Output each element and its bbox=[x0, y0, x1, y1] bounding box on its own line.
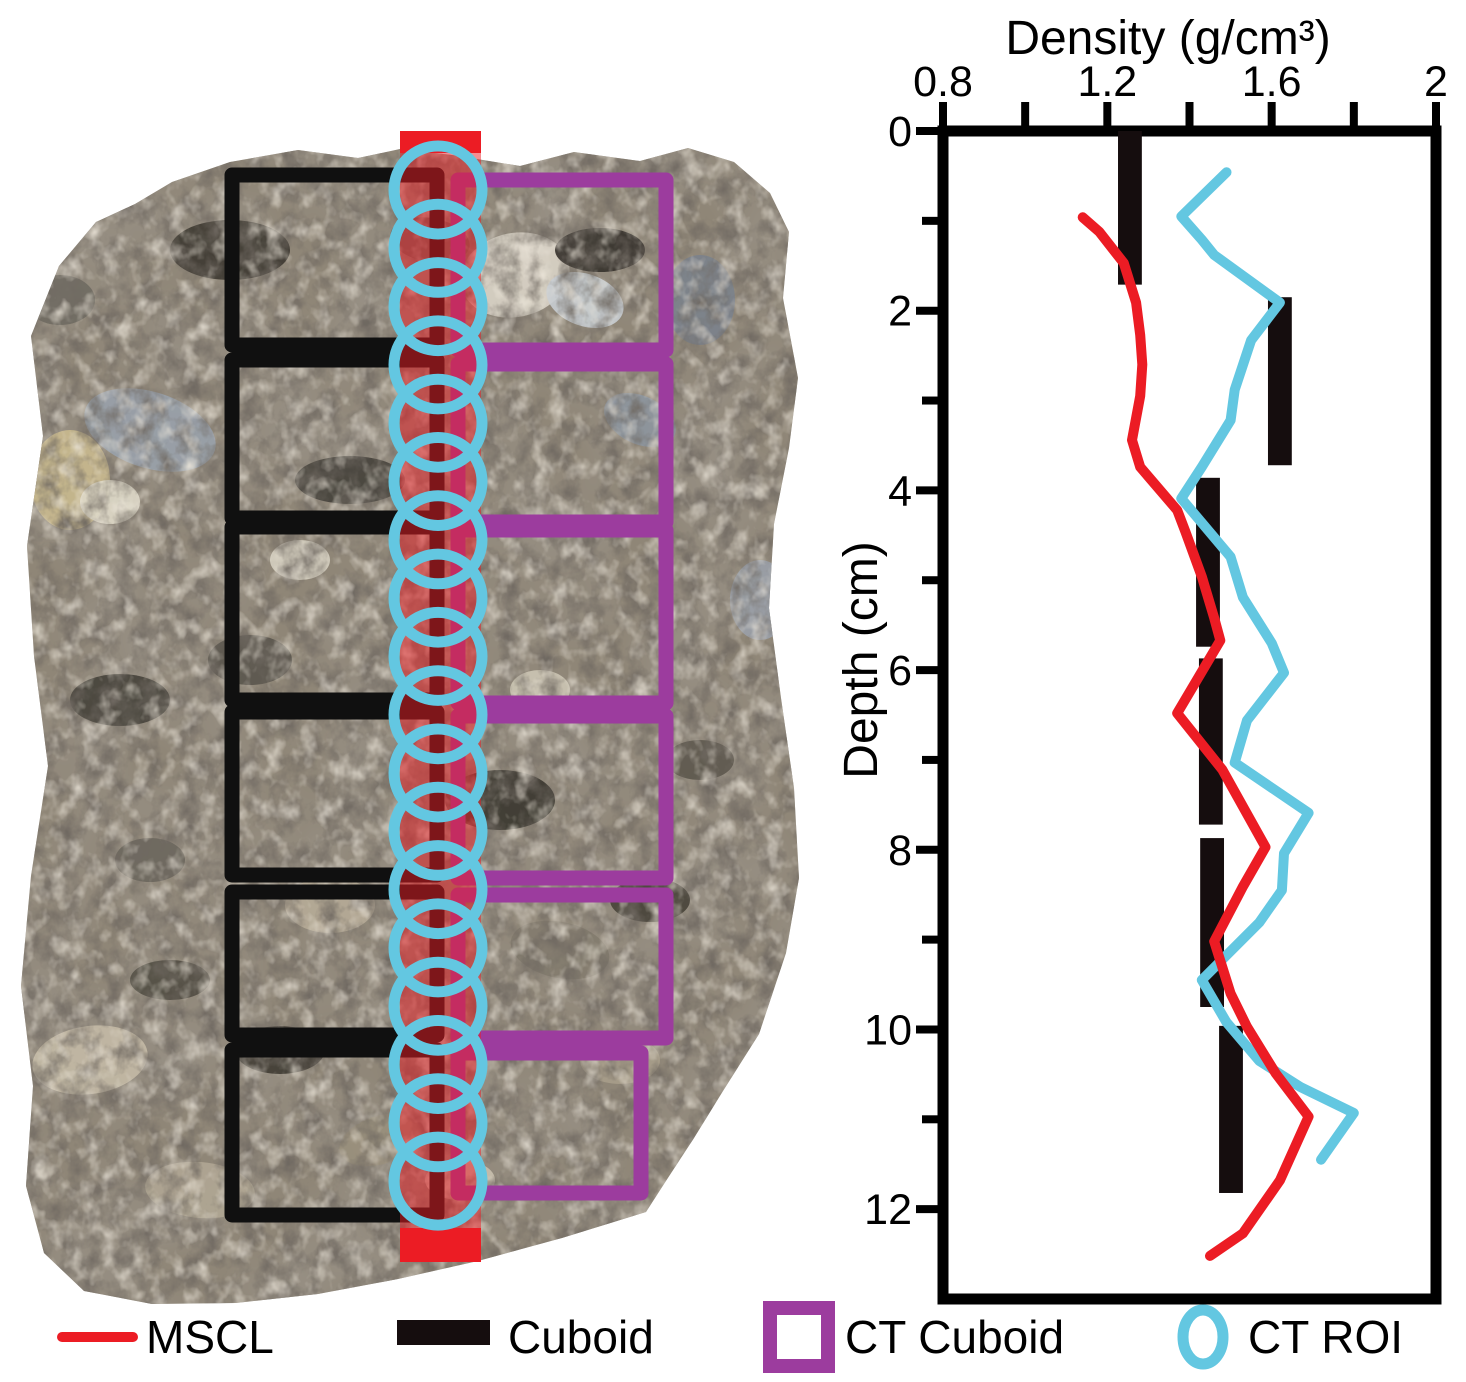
y-axis-tick-label: 2 bbox=[888, 288, 912, 336]
ct-roi-circle bbox=[388, 315, 488, 415]
y-axis-tick-label: 8 bbox=[888, 827, 912, 875]
ct-roi-circle bbox=[388, 956, 488, 1056]
ct-roi-circle bbox=[388, 898, 488, 998]
legend-cuboid-bar-swatch bbox=[397, 1320, 490, 1345]
ct-roi-circle bbox=[388, 781, 488, 881]
legend-mscl-label: MSCL bbox=[146, 1311, 274, 1363]
ct-roi-circle bbox=[388, 1015, 488, 1114]
ct-roi-circle bbox=[388, 140, 488, 240]
y-axis-tick-label: 0 bbox=[888, 108, 912, 156]
chart-frame bbox=[937, 125, 1442, 1305]
cuboid-density-bar bbox=[1219, 1025, 1243, 1193]
ct-roi-circle bbox=[388, 665, 488, 765]
ct-roi-circle bbox=[388, 606, 488, 706]
x-axis-tick-label: 0.8 bbox=[913, 58, 973, 106]
x-axis-tick-label: 2 bbox=[1424, 58, 1448, 106]
legend-ct-cuboid-swatch bbox=[763, 1301, 835, 1373]
density-depth-chart: Density (g/cm³) Depth (cm) 0.8 1.2 1.6 2 0 2 4… bbox=[835, 12, 1448, 1305]
ct-roi-circle bbox=[388, 723, 488, 823]
legend-ct-cuboid-label: CT Cuboid bbox=[845, 1311, 1064, 1363]
ct-roi-circles bbox=[388, 140, 488, 1231]
y-axis-tick-label: 10 bbox=[864, 1006, 912, 1054]
x-axis-tick-label: 1.6 bbox=[1242, 58, 1302, 106]
ct-roi-density-line bbox=[1176, 167, 1359, 1165]
ct-roi-circle bbox=[388, 373, 488, 473]
ct-roi-circle bbox=[388, 257, 488, 357]
chart-ticks: 0.8 1.2 1.6 2 0 2 4 6 8 10 12 bbox=[864, 58, 1448, 1234]
ct-roi-circle bbox=[388, 1131, 488, 1231]
y-axis-tick-label: 4 bbox=[888, 467, 912, 515]
cuboid-density-bar bbox=[1118, 131, 1142, 285]
cuboid-density-bar bbox=[1198, 658, 1223, 825]
y-axis-tick-label: 12 bbox=[864, 1186, 912, 1234]
ct-roi-circle bbox=[388, 840, 488, 940]
ct-roi-circle bbox=[388, 1073, 488, 1173]
legend-ct-roi-label: CT ROI bbox=[1248, 1311, 1403, 1363]
y-axis-tick-label: 6 bbox=[888, 647, 912, 695]
ct-roi-circle bbox=[388, 432, 488, 531]
cuboid-density-bar bbox=[1267, 297, 1292, 466]
mscl-track-bottom-cap bbox=[400, 1228, 481, 1262]
mscl-density-line bbox=[1077, 212, 1314, 1261]
ct-roi-circle bbox=[388, 198, 488, 298]
legend: MSCL Cuboid CT Cuboid CT ROI bbox=[57, 1301, 1403, 1373]
ct-roi-circle bbox=[388, 490, 488, 590]
core-sample-photo-panel bbox=[21, 131, 799, 1304]
density-axis-title: Density (g/cm³) bbox=[1005, 12, 1330, 65]
chart-frame-box bbox=[937, 125, 1442, 1305]
legend-ct-roi-swatch bbox=[1177, 1304, 1229, 1370]
ct-roi-circle bbox=[388, 548, 488, 648]
x-axis-tick-label: 1.2 bbox=[1077, 58, 1137, 106]
legend-cuboid-label: Cuboid bbox=[508, 1311, 654, 1363]
chart-series bbox=[1077, 131, 1359, 1261]
depth-axis-title: Depth (cm) bbox=[835, 541, 888, 778]
